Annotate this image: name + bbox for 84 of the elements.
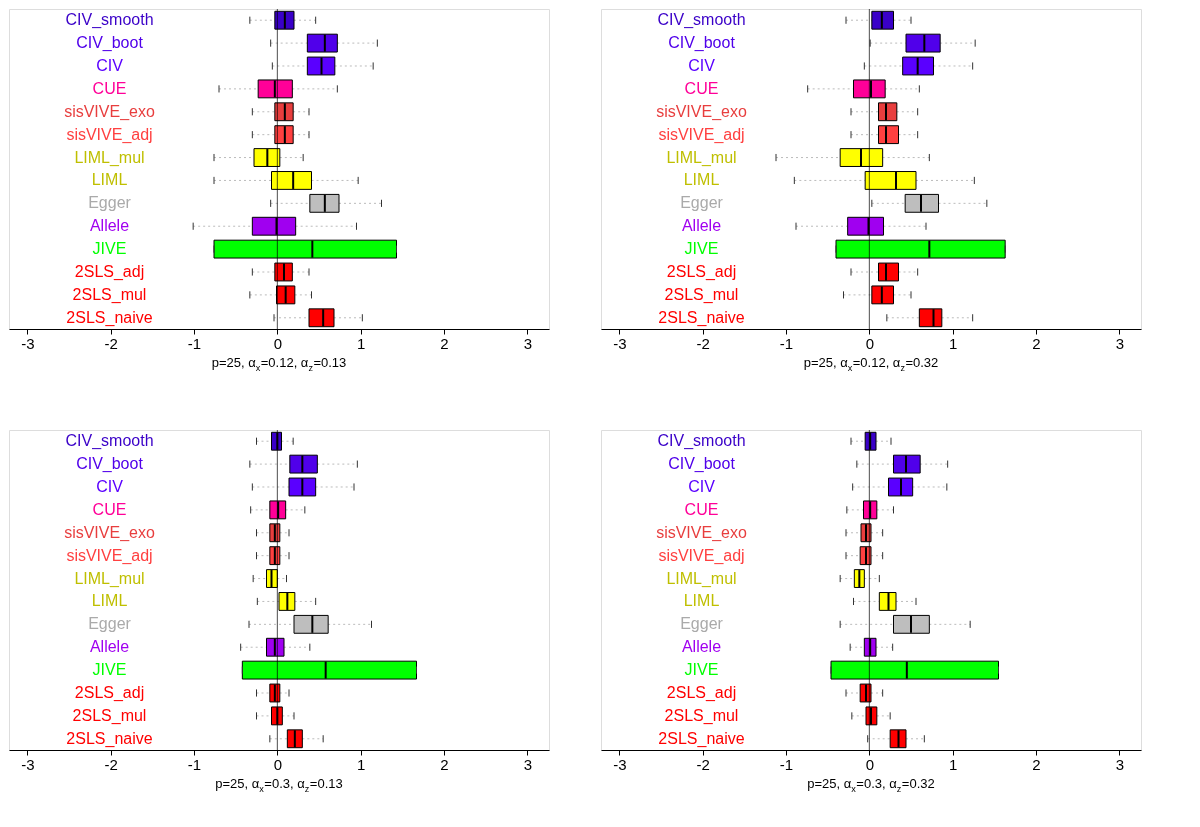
y-tick-label: sisVIVE_adj [658,546,745,565]
y-tick-label: Allele [89,217,130,235]
x-tick-label: -1 [779,755,794,773]
y-tick-label: Allele [681,217,722,235]
y-tick-label: LIML_mul [666,148,737,167]
y-tick-label: sisVIVE_exo [656,102,747,121]
y-tick-label: CIV_boot [668,34,736,53]
x-tick-label: -3 [21,334,35,352]
y-tick-label: 2SLS_naive [658,729,745,748]
x-tick-label: 3 [1115,755,1125,773]
y-tick-label: JIVE [684,661,719,679]
x-tick-label: 3 [523,334,533,352]
y-tick-label: CIV [688,57,716,74]
x-tick-label: 2 [1032,334,1041,352]
y-tick-label: CIV_boot [668,455,736,474]
y-tick-label: CIV_boot [76,34,144,53]
y-tick-label: CUE [92,79,127,97]
y-tick-label: CIV_boot [76,455,144,474]
x-tick-label: -1 [779,334,794,352]
x-tick-label: -3 [613,755,627,773]
y-tick-label: CIV_smooth [657,432,746,451]
x-tick-label: 1 [356,755,366,773]
y-tick-label: LIML_mul [74,569,145,588]
x-tick-label: -2 [104,334,118,352]
y-tick-label: sisVIVE_exo [656,523,747,542]
y-tick-label: CUE [92,500,127,518]
y-tick-label: CIV [688,478,716,495]
y-tick-label: 2SLS_adj [666,684,737,702]
y-tick-label: CUE [684,500,719,518]
y-tick-label: CIV_smooth [65,11,154,30]
y-tick-label: LIML [91,592,128,610]
x-tick-label: 2 [440,755,449,773]
y-tick-label: LIML_mul [666,569,737,588]
x-tick-label: 3 [1115,334,1125,352]
x-tick-label: 2 [1032,755,1041,773]
y-tick-label: 2SLS_mul [664,706,739,725]
x-tick-label: 0 [865,334,875,352]
y-tick-label: 2SLS_mul [72,285,147,304]
y-tick-label: Egger [680,194,724,212]
y-tick-label: Egger [680,615,724,633]
y-tick-label: sisVIVE_adj [66,125,153,144]
x-tick-label: -1 [187,755,202,773]
y-tick-label: sisVIVE_adj [658,125,745,144]
x-tick-label: 0 [273,334,283,352]
x-tick-label: 1 [948,334,958,352]
x-tick-label: -1 [187,334,202,352]
x-tick-label: -2 [696,334,710,352]
y-tick-label: sisVIVE_adj [66,546,153,565]
y-tick-label: CIV_smooth [65,432,154,451]
y-tick-label: 2SLS_naive [658,308,745,327]
x-tick-label: 1 [948,755,958,773]
y-tick-label: 2SLS_mul [72,706,147,725]
y-tick-label: LIML [683,171,720,189]
y-tick-label: JIVE [92,661,127,679]
x-tick-label: 2 [440,334,449,352]
y-tick-label: Allele [89,638,130,656]
x-tick-label: -2 [104,755,118,773]
y-tick-label: CIV [96,478,124,495]
x-tick-label: -3 [613,334,627,352]
y-tick-label: 2SLS_mul [664,285,739,304]
y-tick-label: Allele [681,638,722,656]
y-tick-label: LIML [683,592,720,610]
x-tick-label: 0 [865,755,875,773]
y-tick-label: sisVIVE_exo [64,102,155,121]
x-tick-label: 1 [356,334,366,352]
y-tick-label: CIV [96,57,124,74]
x-tick-label: -3 [21,755,35,773]
x-tick-label: 0 [273,755,283,773]
y-tick-label: LIML [91,171,128,189]
y-tick-label: 2SLS_adj [74,263,145,281]
y-tick-label: 2SLS_naive [66,729,153,748]
y-tick-label: JIVE [92,240,127,258]
y-tick-label: 2SLS_adj [74,684,145,702]
y-tick-label: CIV_smooth [657,11,746,30]
x-tick-label: 3 [523,755,533,773]
y-tick-label: Egger [88,615,132,633]
y-tick-label: CUE [684,79,719,97]
y-tick-label: sisVIVE_exo [64,523,155,542]
y-tick-label: JIVE [684,240,719,258]
y-tick-label: Egger [88,194,132,212]
y-tick-label: LIML_mul [74,148,145,167]
y-tick-label: 2SLS_naive [66,308,153,327]
y-tick-label: 2SLS_adj [666,263,737,281]
x-tick-label: -2 [696,755,710,773]
